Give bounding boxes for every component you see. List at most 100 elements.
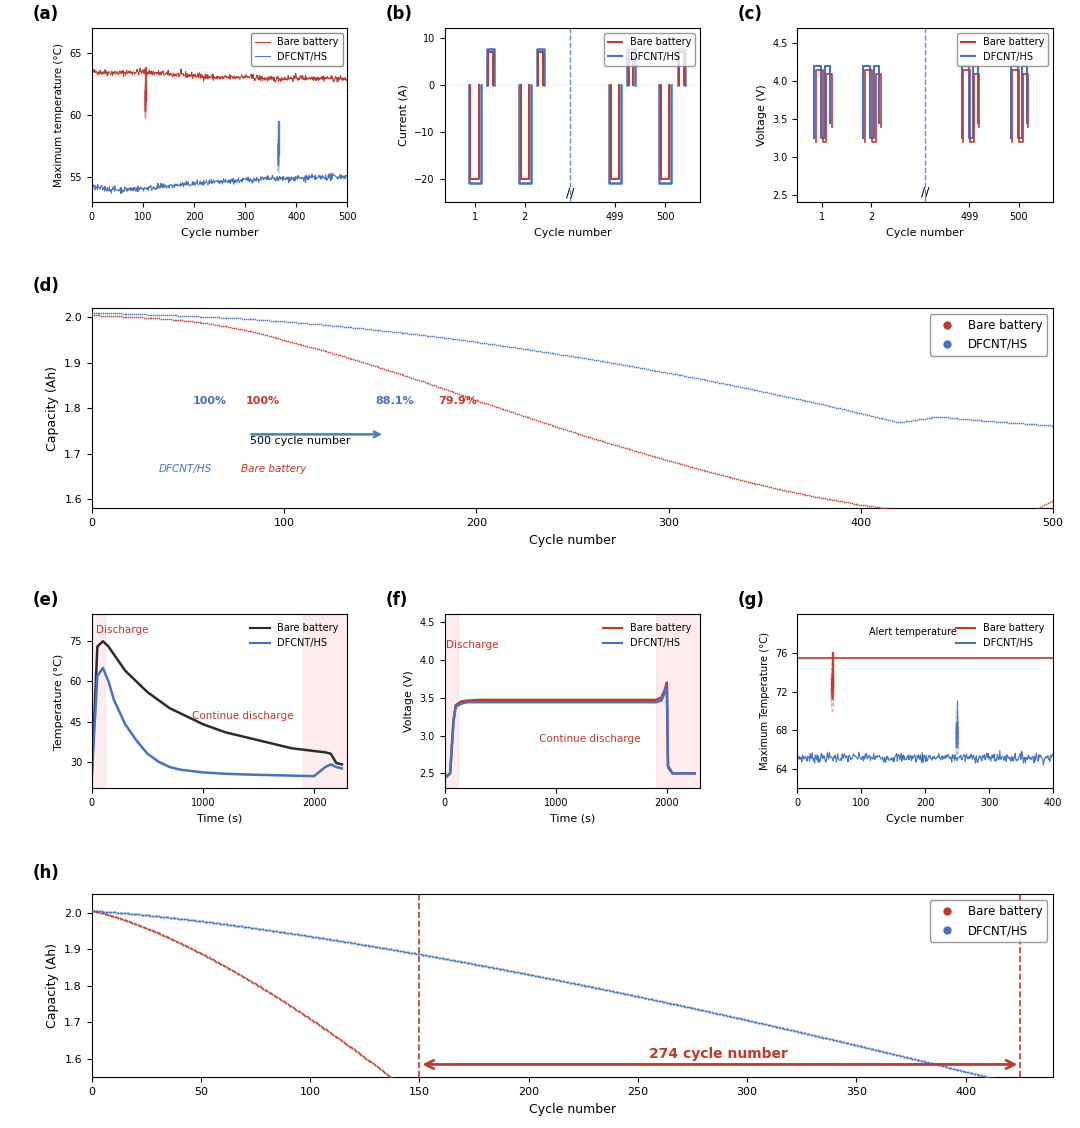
Point [643,361,660,379]
Point [214,957,231,975]
Point [1007,1075,1024,1093]
Point [721,468,739,486]
Point [816,490,834,508]
Bare battery [822,651,835,664]
Point [91,303,108,321]
Point [225,962,242,980]
Point [909,1051,927,1069]
Point [637,444,654,462]
Point [510,405,527,423]
Point [256,980,273,998]
DFCNT/HS [438,767,451,781]
Point [906,503,923,521]
Point [211,316,228,334]
Point [418,946,435,964]
Point [307,340,324,358]
Point [305,315,322,333]
Point [840,1034,858,1052]
Point [1028,415,1045,433]
Point [185,312,202,331]
Point [995,511,1012,529]
Point [756,1015,773,1033]
DFCNT/HS [152,755,165,768]
Point [334,317,351,335]
DFCNT/HS [455,697,468,711]
Point [1031,416,1049,434]
Point [92,904,109,922]
Point [123,305,140,323]
Point [972,510,989,528]
Point [270,312,287,331]
Point [625,441,643,459]
Point [527,342,544,360]
Bare battery [108,647,121,661]
Point [845,494,862,512]
Point [575,977,592,995]
Point [147,309,164,327]
Point [183,940,200,958]
Point [164,909,181,927]
Point [505,962,523,980]
Point [625,987,643,1005]
Point [352,353,369,371]
Point [753,476,770,494]
Point [693,460,711,478]
Point [933,408,950,426]
Point [504,962,522,980]
Point [834,1033,851,1051]
Point [420,327,437,345]
Point [788,1022,806,1040]
Point [430,378,447,396]
Point [89,307,106,325]
Point [125,308,143,326]
Point [341,349,359,367]
Point [334,346,351,364]
Point [90,902,107,920]
Point [636,989,653,1007]
Point [218,958,235,976]
Point [390,942,407,960]
Line: DFCNT/HS: DFCNT/HS [92,668,342,776]
Point [1001,414,1018,432]
DFCNT/HS [874,752,887,766]
Point [537,343,554,361]
Point [684,368,701,386]
Point [273,331,291,349]
DFCNT/HS [218,767,231,781]
Point [962,1064,980,1082]
Point [583,350,600,368]
Point [868,408,886,426]
Point [787,1022,805,1040]
Point [554,346,571,364]
Point [524,409,541,428]
Point [928,1056,945,1074]
Point [83,303,100,321]
Point [958,509,975,527]
Point [218,309,235,327]
Point [468,391,485,409]
Point [219,309,237,327]
Point [341,318,359,336]
Point [471,957,488,975]
Point [474,334,491,352]
Point [172,934,189,952]
Point [265,986,282,1004]
Point [112,305,130,323]
Text: (c): (c) [738,6,762,24]
Point [968,412,985,430]
Point [482,958,499,976]
Point [675,997,692,1015]
Point [160,310,177,328]
Point [895,413,913,431]
Point [91,904,108,922]
Point [192,913,210,931]
Point [287,334,305,352]
Point [934,1057,951,1075]
Point [563,422,580,440]
Point [137,306,154,324]
Point [989,413,1007,431]
Point [954,1061,971,1079]
Point [302,927,320,945]
Point [755,476,772,494]
DFCNT/HS [654,694,667,707]
